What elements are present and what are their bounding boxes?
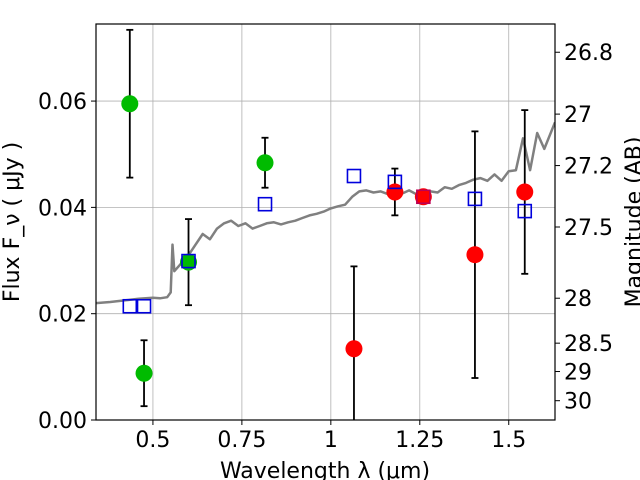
right-tick-label: 27.2 <box>564 155 613 180</box>
x-tick-label: 1.5 <box>491 428 526 453</box>
y-tick-label: 0.00 <box>38 409 87 434</box>
plot-background <box>96 24 555 420</box>
photometry-point <box>256 154 274 172</box>
photometry-point <box>414 188 432 206</box>
y-tick-label: 0.06 <box>38 90 87 115</box>
photometry-point <box>121 95 139 113</box>
model-point <box>257 196 273 212</box>
x-tick-label: 0.5 <box>135 428 170 453</box>
right-axis-label: Magnitude (AB) <box>622 137 640 308</box>
x-tick-label: 0.75 <box>217 428 266 453</box>
y-tick-label: 0.04 <box>38 196 87 221</box>
right-tick-label: 28 <box>564 287 592 312</box>
model-point <box>346 168 362 184</box>
model-point <box>467 191 483 207</box>
right-tick-label: 27 <box>564 103 592 128</box>
model-point <box>122 298 138 314</box>
photometry-point <box>466 246 484 264</box>
model-point <box>387 174 403 190</box>
right-tick-label: 30 <box>564 390 592 415</box>
right-tick-label: 29 <box>564 361 592 386</box>
model-point <box>136 298 152 314</box>
x-axis-label: Wavelength λ (μm) <box>220 459 430 480</box>
plot-frame <box>95 23 556 421</box>
x-tick-label: 1 <box>324 428 338 453</box>
model-point <box>416 189 431 205</box>
tick-marks: 0.5 0.75 1 1.25 1.5 0.00 0.02 0.04 0.06 26.8 27 27.… <box>38 41 613 453</box>
right-tick-label: 27.5 <box>564 216 613 241</box>
right-tick-label: 26.8 <box>564 41 613 66</box>
photometry-point <box>345 340 363 358</box>
x-tick-label: 1.25 <box>395 428 444 453</box>
model-point <box>181 253 196 269</box>
photometry-point <box>516 183 534 201</box>
y-tick-label: 0.02 <box>38 303 87 328</box>
plot-area <box>96 28 555 420</box>
right-tick-label: 28.5 <box>564 332 613 357</box>
model-point <box>517 203 533 219</box>
photometry-point <box>180 253 198 271</box>
photometry-point <box>135 364 153 382</box>
y-axis-label: Flux F_ν ( μJy ) <box>0 142 25 302</box>
